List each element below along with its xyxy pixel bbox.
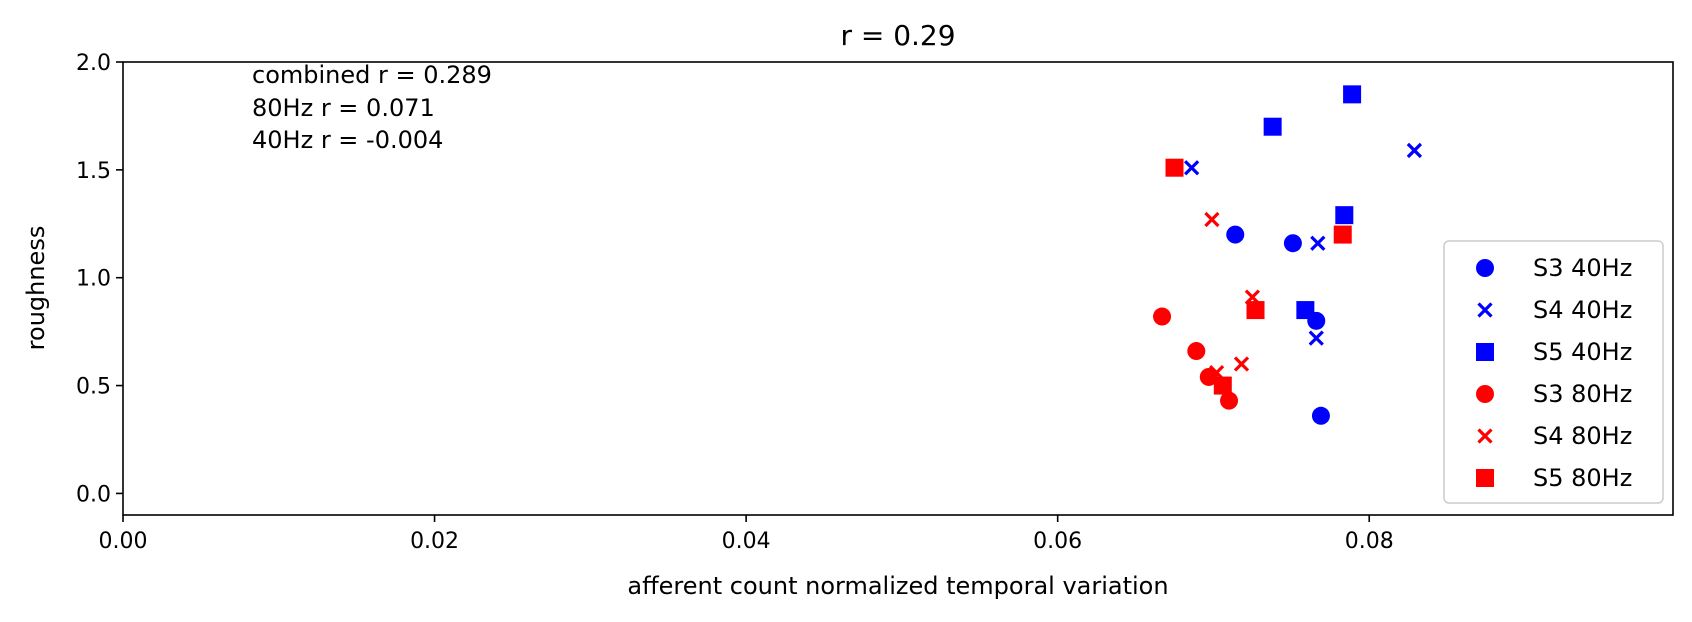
data-markers xyxy=(1153,85,1423,425)
legend-label-s5-80hz: S5 80Hz xyxy=(1533,464,1632,492)
point-s5-80hz xyxy=(1165,158,1184,177)
point-s3-80hz xyxy=(1187,342,1206,361)
legend-label-s5-40hz: S5 40Hz xyxy=(1533,338,1632,366)
y-tick-label: 2.0 xyxy=(76,51,111,76)
point-s4-80hz xyxy=(1233,356,1250,372)
legend-marker-s3-80hz xyxy=(1476,385,1494,403)
chart-title: r = 0.29 xyxy=(840,19,955,52)
x-tick-label: 0.08 xyxy=(1345,529,1394,554)
point-s4-40hz xyxy=(1184,160,1200,176)
x-tick-label: 0.04 xyxy=(722,529,771,554)
x-tick-label: 0.02 xyxy=(410,529,459,554)
y-tick-label: 0.5 xyxy=(76,375,111,400)
point-s5-40hz xyxy=(1296,301,1315,320)
point-s3-80hz xyxy=(1153,307,1172,326)
legend-label-s3-80hz: S3 80Hz xyxy=(1533,380,1632,408)
legend-label-s3-40hz: S3 40Hz xyxy=(1533,254,1632,282)
legend-box xyxy=(1443,240,1664,504)
point-s3-80hz xyxy=(1220,391,1239,410)
x-tick-label: 0.00 xyxy=(99,529,148,554)
plot-frame xyxy=(122,61,1674,516)
legend: S3 40Hz S4 40Hz S5 40Hz S3 80Hz S4 80Hz S5 80… xyxy=(1443,240,1664,504)
point-s4-40hz xyxy=(1308,330,1324,346)
y-tick-label: 1.5 xyxy=(76,159,111,184)
legend-marker-s5-40hz xyxy=(1476,343,1494,361)
annotation-80hz: 80Hz r = 0.071 xyxy=(252,94,435,122)
annotation-combined: combined r = 0.289 xyxy=(252,61,492,89)
point-s4-80hz xyxy=(1204,211,1220,228)
x-axis: 0.00 0.02 0.04 0.06 0.08 xyxy=(99,515,1394,554)
point-s3-40hz xyxy=(1226,225,1245,244)
point-s4-40hz xyxy=(1406,142,1423,159)
point-s3-40hz xyxy=(1311,406,1330,425)
point-s5-80hz xyxy=(1246,301,1265,320)
point-s5-80hz xyxy=(1213,376,1232,395)
y-axis-label: roughness xyxy=(22,226,50,351)
x-tick-label: 0.06 xyxy=(1033,529,1082,554)
legend-marker-s3-40hz xyxy=(1476,259,1494,277)
point-s4-40hz xyxy=(1310,235,1326,251)
x-axis-label: afferent count normalized temporal varia… xyxy=(627,572,1168,600)
annotation-40hz: 40Hz r = -0.004 xyxy=(252,126,443,154)
legend-label-s4-80hz: S4 80Hz xyxy=(1533,422,1632,450)
point-s3-80hz xyxy=(1199,367,1218,386)
y-tick-label: 0.0 xyxy=(76,482,111,507)
point-s3-40hz xyxy=(1283,234,1302,253)
legend-marker-s4-80hz xyxy=(1477,428,1493,444)
legend-marker-s4-40hz xyxy=(1477,302,1493,318)
y-tick-label: 1.0 xyxy=(76,267,111,292)
legend-marker-s5-80hz xyxy=(1476,469,1494,487)
point-s5-40hz xyxy=(1335,206,1354,225)
point-s5-40hz xyxy=(1263,117,1282,136)
y-axis: 0.0 0.5 1.0 1.5 2.0 xyxy=(76,51,123,507)
plot-area xyxy=(122,61,1674,516)
point-s5-80hz xyxy=(1333,225,1352,244)
legend-label-s4-40hz: S4 40Hz xyxy=(1533,296,1632,324)
stats-annotations: combined r = 0.289 80Hz r = 0.071 40Hz r… xyxy=(252,61,492,154)
point-s5-40hz xyxy=(1343,85,1362,104)
